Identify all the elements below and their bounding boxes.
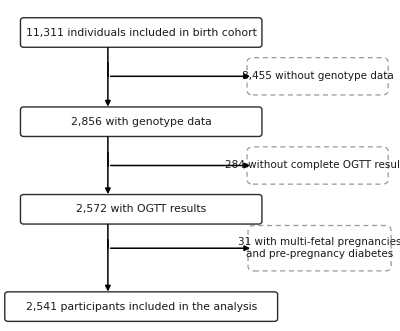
Text: 8,455 without genotype data: 8,455 without genotype data xyxy=(242,71,394,81)
Text: 31 with multi-fetal pregnancies
and pre-pregnancy diabetes: 31 with multi-fetal pregnancies and pre-… xyxy=(238,237,400,259)
FancyBboxPatch shape xyxy=(5,292,278,321)
FancyBboxPatch shape xyxy=(20,18,262,47)
FancyBboxPatch shape xyxy=(20,195,262,224)
Text: 284 without complete OGTT results: 284 without complete OGTT results xyxy=(225,161,400,170)
Text: 11,311 individuals included in birth cohort: 11,311 individuals included in birth coh… xyxy=(26,27,257,37)
Text: 2,572 with OGTT results: 2,572 with OGTT results xyxy=(76,204,206,214)
FancyBboxPatch shape xyxy=(247,147,388,184)
Text: 2,541 participants included in the analysis: 2,541 participants included in the analy… xyxy=(26,302,257,311)
FancyBboxPatch shape xyxy=(248,225,391,271)
Text: 2,856 with genotype data: 2,856 with genotype data xyxy=(71,117,212,127)
FancyBboxPatch shape xyxy=(247,58,388,95)
FancyBboxPatch shape xyxy=(20,107,262,136)
